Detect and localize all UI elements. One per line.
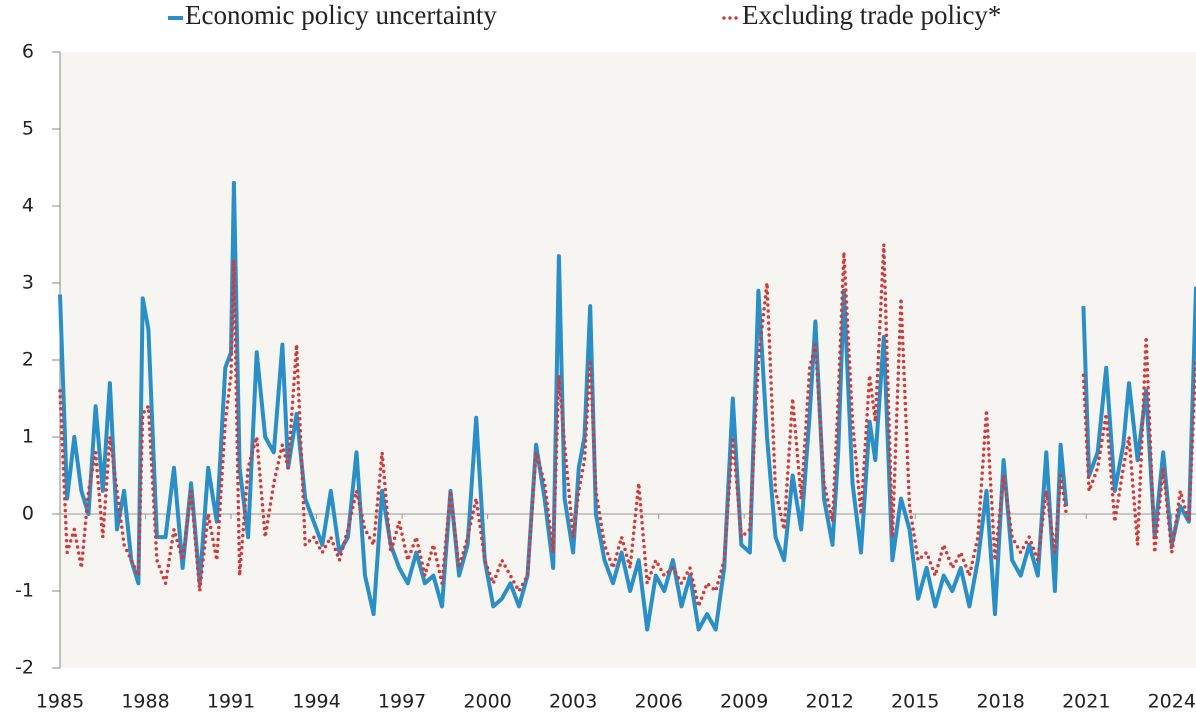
- x-tick-label: 2009: [720, 691, 768, 713]
- y-tick-label: 4: [22, 195, 34, 217]
- series-line: [58, 242, 1196, 609]
- series-line: [58, 180, 1196, 632]
- x-tick-label: 1988: [121, 691, 169, 713]
- y-tick-label: 5: [22, 118, 34, 140]
- x-tick-label: 2018: [977, 691, 1025, 713]
- x-tick-label: 2006: [634, 691, 682, 713]
- x-tick-label: 2000: [463, 691, 511, 713]
- y-tick-label: -1: [15, 580, 34, 602]
- y-tick-label: 1: [22, 426, 34, 448]
- x-tick-label: 2021: [1062, 691, 1110, 713]
- y-tick-label: 0: [22, 503, 34, 525]
- legend: Economic policy uncertainty Excluding tr…: [168, 0, 1001, 30]
- x-tick-label: 2015: [891, 691, 939, 713]
- x-tick-label: 1991: [207, 691, 255, 713]
- x-tick-label: 1997: [378, 691, 426, 713]
- plot-area: [60, 52, 1196, 668]
- x-tick-label: 2003: [549, 691, 597, 713]
- x-tick-label: 2012: [806, 691, 854, 713]
- x-tick-label: 1994: [292, 691, 340, 713]
- x-tick-label: 2024: [1148, 691, 1196, 713]
- y-tick-label: 6: [22, 41, 34, 63]
- y-tick-label: -2: [15, 657, 34, 679]
- legend-label: Economic policy uncertainty: [185, 0, 497, 30]
- x-tick-label: 1985: [36, 691, 84, 713]
- y-tick-label: 2: [22, 349, 34, 371]
- legend-label: Excluding trade policy*: [742, 0, 1001, 30]
- y-tick-label: 3: [22, 272, 34, 294]
